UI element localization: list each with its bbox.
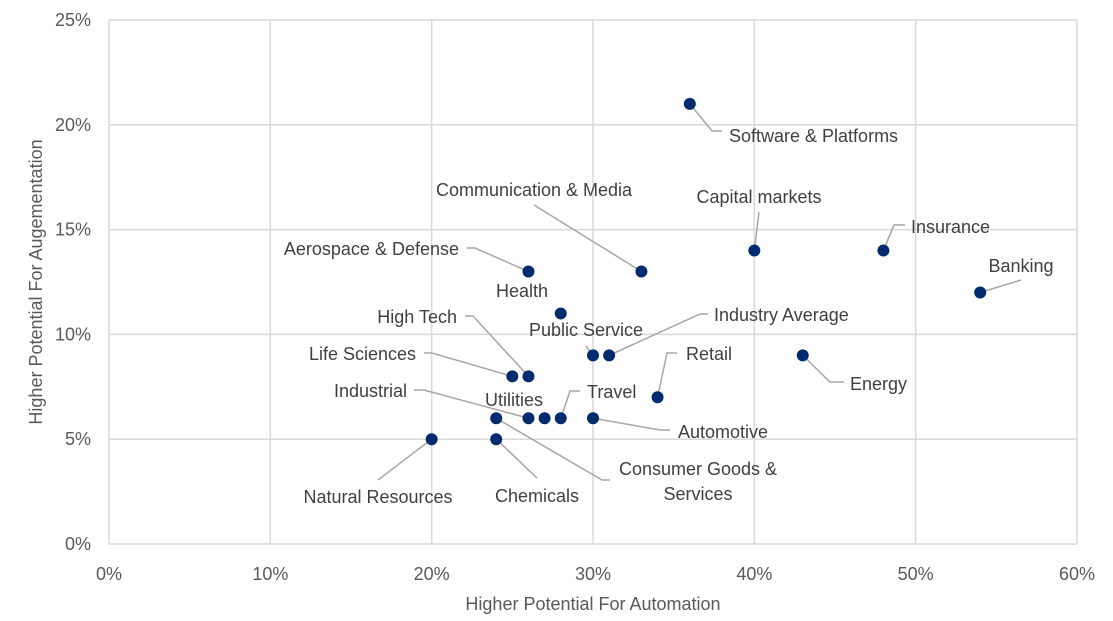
leader-line-natural-resources bbox=[377, 438, 433, 481]
leader-line-consumer-goods-services bbox=[495, 417, 610, 481]
x-axis-title: Higher Potential For Automation bbox=[465, 594, 720, 614]
y-tick-label: 0% bbox=[65, 534, 91, 554]
data-label-health: Health bbox=[496, 281, 548, 301]
data-label-consumer-goods-services: Consumer Goods & Services bbox=[619, 459, 777, 504]
data-point-communication-media bbox=[635, 265, 648, 278]
leader-line-automotive bbox=[592, 417, 670, 431]
leader-line-life-sciences bbox=[424, 352, 513, 378]
leader-line-industry-average bbox=[608, 313, 708, 357]
y-tick-label: 20% bbox=[55, 115, 91, 135]
data-point-consumer-goods-services bbox=[490, 412, 503, 425]
data-point-chemicals bbox=[490, 433, 503, 446]
data-label-industrial: Industrial bbox=[334, 381, 407, 401]
data-label-chemicals: Chemicals bbox=[495, 486, 579, 506]
gridlines bbox=[108, 19, 1078, 545]
y-tick-label: 10% bbox=[55, 324, 91, 344]
data-label-high-tech: High Tech bbox=[377, 307, 457, 327]
leader-lines bbox=[377, 103, 1022, 481]
data-point-public-service bbox=[587, 349, 599, 362]
data-point-capital-markets bbox=[748, 244, 761, 257]
data-label-automotive: Automotive bbox=[678, 422, 768, 442]
y-tick-label: 25% bbox=[55, 10, 91, 30]
y-axis-title: Higher Potential For Augementation bbox=[26, 139, 46, 424]
data-labels: Software & Platforms Communication & Medi… bbox=[284, 126, 1054, 507]
data-point-automotive bbox=[587, 412, 599, 425]
data-point-utilities bbox=[538, 412, 551, 425]
leader-line-communication-media bbox=[533, 204, 642, 273]
x-tick-label: 50% bbox=[898, 564, 934, 584]
x-tick-label: 30% bbox=[575, 564, 611, 584]
leader-line-banking bbox=[979, 279, 1022, 294]
leader-line-high-tech bbox=[465, 315, 530, 377]
data-label-utilities: Utilities bbox=[485, 390, 543, 410]
leader-line-aerospace-defense bbox=[467, 247, 529, 273]
x-tick-label: 0% bbox=[96, 564, 122, 584]
data-point-aerospace-defense bbox=[522, 265, 535, 278]
data-label-communication-media: Communication & Media bbox=[436, 180, 633, 200]
data-point-life-sciences bbox=[506, 370, 519, 383]
y-tick-label: 5% bbox=[65, 429, 91, 449]
leader-line-industrial bbox=[414, 389, 529, 419]
axis-ticks: 0% 5% 10% 15% 20% 25% 0% 10% 20% 30% 40% 50% 60% bbox=[55, 10, 1095, 584]
x-tick-label: 10% bbox=[252, 564, 288, 584]
leader-line-capital-markets bbox=[753, 211, 760, 251]
data-label-natural-resources: Natural Resources bbox=[303, 487, 452, 507]
leader-line-chemicals bbox=[495, 438, 538, 479]
leader-line-energy bbox=[802, 354, 844, 383]
data-label-software-platforms: Software & Platforms bbox=[729, 126, 898, 146]
data-label-travel: Travel bbox=[587, 382, 636, 402]
leader-line-insurance bbox=[882, 224, 905, 251]
data-point-banking bbox=[974, 286, 987, 299]
data-point-energy bbox=[796, 349, 809, 362]
data-label-capital-markets: Capital markets bbox=[696, 187, 821, 207]
data-label-insurance: Insurance bbox=[911, 217, 990, 237]
data-label-energy: Energy bbox=[850, 374, 907, 394]
x-tick-label: 40% bbox=[736, 564, 772, 584]
data-point-insurance bbox=[877, 244, 890, 257]
leader-line-software-platforms bbox=[689, 103, 722, 132]
data-label-banking: Banking bbox=[988, 256, 1053, 276]
data-label-life-sciences: Life Sciences bbox=[309, 344, 416, 364]
data-point-industry-average bbox=[603, 349, 616, 362]
leader-line-travel bbox=[560, 390, 580, 419]
data-point-high-tech bbox=[522, 370, 535, 383]
data-point-software-platforms bbox=[683, 97, 696, 110]
x-tick-label: 20% bbox=[414, 564, 450, 584]
data-point-health bbox=[554, 307, 567, 320]
data-point-industrial bbox=[522, 412, 535, 425]
leader-line-retail bbox=[656, 352, 677, 398]
x-tick-label: 60% bbox=[1059, 564, 1095, 584]
data-label-public-service: Public Service bbox=[529, 320, 643, 340]
data-point-travel bbox=[554, 412, 567, 425]
y-tick-label: 15% bbox=[55, 220, 91, 240]
data-label-retail: Retail bbox=[686, 344, 732, 364]
data-point-retail bbox=[651, 391, 664, 404]
data-label-industry-average: Industry Average bbox=[714, 305, 849, 325]
data-point-natural-resources bbox=[425, 433, 438, 446]
data-points bbox=[425, 97, 987, 446]
data-label-aerospace-defense: Aerospace & Defense bbox=[284, 239, 459, 259]
